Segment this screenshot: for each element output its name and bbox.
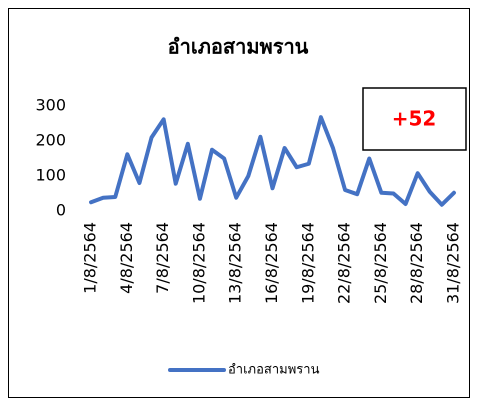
chart-border	[8, 8, 470, 398]
annotation-box	[362, 87, 467, 151]
y-tick-label: 100	[35, 166, 66, 185]
x-tick-label: 28/8/2564	[407, 222, 426, 304]
x-tick-label: 31/8/2564	[443, 222, 462, 304]
x-tick-label: 4/8/2564	[117, 222, 136, 294]
x-tick-label: 22/8/2564	[335, 222, 354, 304]
x-tick-label: 7/8/2564	[153, 222, 172, 294]
chart-title: อำเภอสามพราน	[168, 35, 309, 59]
x-tick-label: 16/8/2564	[262, 222, 281, 304]
data-line	[89, 115, 456, 207]
x-tick-label: 10/8/2564	[189, 222, 208, 304]
x-tick-label: 19/8/2564	[298, 222, 317, 304]
x-tick-label: 13/8/2564	[226, 222, 245, 304]
y-tick-label: 200	[35, 131, 66, 150]
y-tick-label: 300	[35, 96, 66, 115]
x-tick-label: 25/8/2564	[371, 222, 390, 304]
y-tick-label: 0	[56, 201, 66, 220]
legend-label: อำเภอสามพราน	[228, 363, 320, 378]
x-tick-label: 1/8/2564	[81, 222, 100, 294]
annotation: +52	[392, 107, 437, 131]
